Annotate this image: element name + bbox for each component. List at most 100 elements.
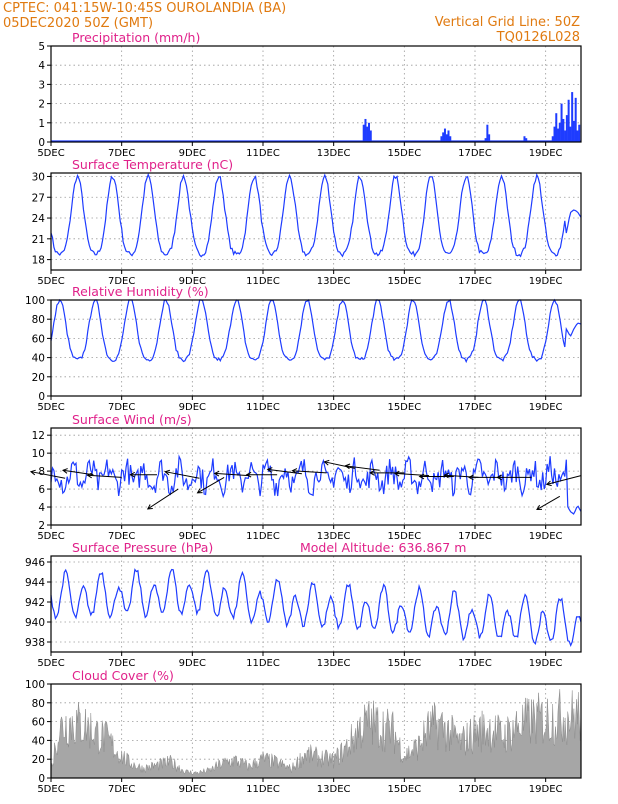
wind-arrow-shaft (197, 476, 225, 494)
x-tick-label: 15DEC (387, 276, 421, 287)
x-tick-label: 17DEC (458, 402, 492, 413)
wind-arrow-head (213, 470, 220, 477)
x-tick-label: 5DEC (37, 784, 64, 795)
wind-arrow-head (369, 470, 375, 476)
precip-bar (523, 136, 526, 142)
wind-arrow-shaft (30, 471, 66, 479)
x-tick-label: 15DEC (387, 148, 421, 159)
wind-arrow-head (323, 459, 330, 466)
x-tick-label: 7DEC (108, 402, 135, 413)
y-tick-label: 100 (25, 679, 45, 691)
x-tick-label: 19DEC (529, 784, 563, 795)
y-tick-label: 0 (38, 137, 45, 149)
x-tick-label: 17DEC (458, 276, 492, 287)
panel-title: Surface Temperature (nC) (72, 157, 233, 172)
precip-bar (447, 130, 450, 142)
precip-bar (362, 124, 365, 142)
precip-bar (558, 122, 561, 142)
y-tick-label: 18 (32, 255, 45, 267)
x-tick-label: 19DEC (529, 531, 563, 542)
precip-bar (369, 130, 372, 142)
x-tick-label: 11DEC (246, 531, 280, 542)
panel-frame (50, 427, 582, 526)
y-tick-label: 5 (38, 41, 45, 53)
precip-bar (567, 99, 570, 142)
y-tick-label: 27 (32, 192, 45, 204)
x-tick-label: 9DEC (179, 658, 206, 669)
x-tick-label: 9DEC (179, 784, 206, 795)
y-tick-label: 80 (32, 698, 45, 710)
precip-bar (562, 118, 565, 142)
y-tick-label: 60 (32, 717, 45, 729)
x-tick-label: 5DEC (37, 531, 64, 542)
x-tick-label: 11DEC (246, 276, 280, 287)
x-tick-label: 9DEC (179, 531, 206, 542)
wind-arrow-shaft (546, 475, 582, 485)
x-tick-label: 15DEC (387, 658, 421, 669)
wind-arrow-head (61, 468, 68, 474)
wind-arrow-head (129, 471, 136, 478)
precip-bar (525, 138, 528, 142)
y-tick-label: 946 (25, 557, 45, 569)
y-tick-label: 4 (38, 60, 45, 72)
precip-bar (442, 132, 445, 142)
y-tick-label: 4 (38, 502, 45, 514)
cloud-area (50, 689, 582, 779)
y-tick-label: 12 (32, 430, 45, 442)
wind-arrow-head (393, 470, 400, 477)
wind-arrow-head (196, 488, 203, 494)
wind-arrow-shaft (214, 472, 249, 477)
y-tick-label: 60 (32, 333, 45, 345)
x-tick-label: 15DEC (387, 402, 421, 413)
header-date: 05DEC2020 50Z (GMT) (3, 16, 153, 31)
x-tick-label: 19DEC (529, 276, 563, 287)
precip-bar (368, 122, 370, 142)
x-tick-label: 13DEC (317, 276, 351, 287)
header-grid-line: Vertical Grid Line: 50Z (435, 15, 580, 30)
y-tick-label: 30 (32, 171, 45, 183)
y-tick-label: 100 (25, 295, 45, 307)
y-tick-label: 8 (38, 466, 45, 478)
x-tick-label: 7DEC (108, 148, 135, 159)
x-tick-label: 11DEC (246, 402, 280, 413)
precip-bar (569, 126, 572, 142)
precip-bar (440, 136, 443, 142)
x-tick-label: 19DEC (529, 658, 563, 669)
x-tick-label: 13DEC (317, 402, 351, 413)
x-tick-label: 11DEC (246, 658, 280, 669)
x-tick-label: 7DEC (108, 531, 135, 542)
wind-arrow-shaft (147, 488, 179, 510)
header-model-id: TQ0126L028 (496, 30, 580, 45)
y-tick-label: 1 (38, 118, 45, 130)
wind-arrow-shaft (292, 470, 327, 474)
y-tick-label: 80 (32, 314, 45, 326)
wind-arrow-head (164, 469, 171, 476)
x-tick-label: 13DEC (317, 784, 351, 795)
precip-bar (445, 134, 448, 142)
x-tick-label: 17DEC (458, 784, 492, 795)
panel-precip: 0 1 2 3 4 5 5DEC 7DEC 9DEC 11DEC 13DEC 15DEC 17DEC 19… (37, 30, 582, 159)
wind-arrow-shaft (62, 469, 94, 476)
x-tick-label: 13DEC (317, 531, 351, 542)
precip-bar (574, 97, 577, 142)
precip-bar (565, 115, 568, 142)
wind-arrow-head (418, 473, 425, 480)
y-tick-label: 938 (25, 637, 45, 649)
x-tick-label: 13DEC (317, 658, 351, 669)
wind-arrow-head (146, 504, 153, 510)
precip-bar (488, 134, 491, 142)
precip-bar (553, 126, 556, 142)
precip-bar (557, 128, 560, 142)
x-tick-label: 17DEC (458, 531, 492, 542)
wind-arrow-head (245, 471, 252, 478)
x-tick-label: 5DEC (37, 658, 64, 669)
y-tick-label: 944 (25, 577, 45, 589)
precip-bar (576, 130, 579, 142)
panel-frame (50, 555, 582, 653)
panel-temp: 18 21 24 27 30 5DEC 7DEC 9DEC 11DEC 13DEC 15DEC 17D… (32, 157, 582, 287)
wind-arrow-head (468, 474, 474, 481)
x-tick-label: 5DEC (37, 276, 64, 287)
x-tick-label: 5DEC (37, 148, 64, 159)
rh-line (50, 298, 582, 364)
